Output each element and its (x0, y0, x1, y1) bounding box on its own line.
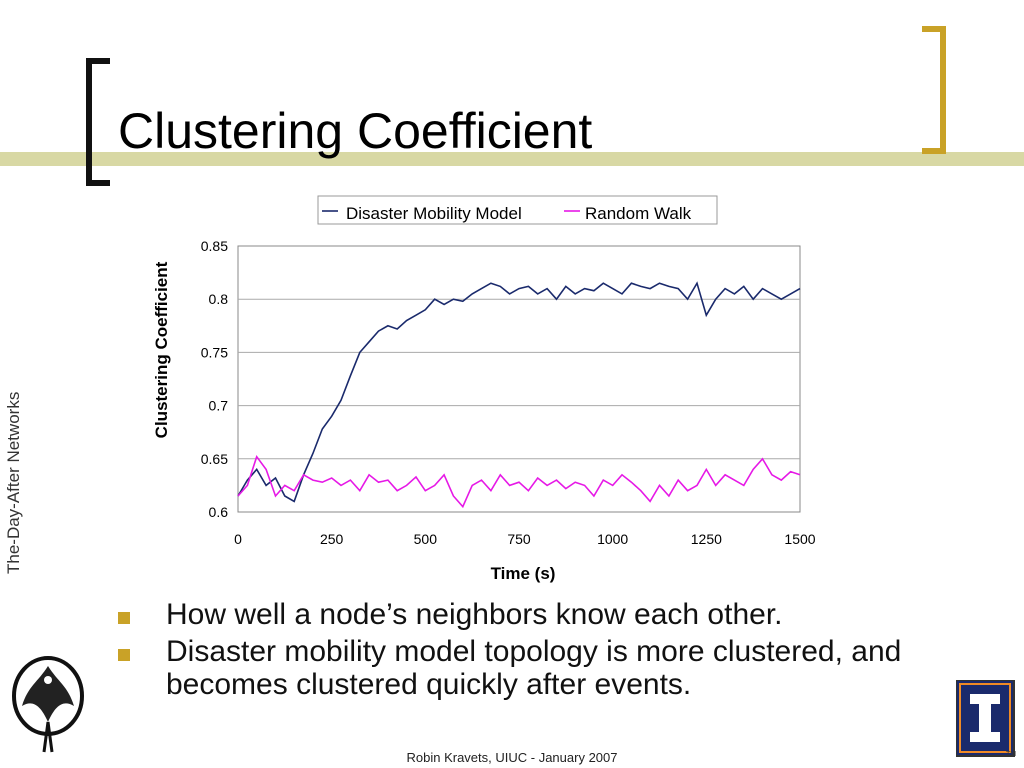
x-tick-label: 250 (320, 531, 344, 547)
series-lines (237, 281, 801, 509)
phoenix-crest-icon (12, 656, 84, 753)
y-tick-label: 0.75 (201, 344, 228, 360)
x-tick-label: 1500 (784, 531, 815, 547)
right-bracket-decoration (922, 26, 946, 154)
bullet-text: How well a node’s neighbors know each ot… (166, 598, 783, 631)
y-tick-label: 0.6 (209, 504, 229, 520)
x-tick-label: 0 (234, 531, 242, 547)
y-tick-label: 0.85 (201, 238, 228, 254)
illinois-block-i-icon: TM (956, 680, 1016, 758)
x-tick-label: 500 (414, 531, 438, 547)
y-tick-label: 0.7 (209, 398, 229, 414)
legend-label-random: Random Walk (585, 204, 692, 223)
x-axis-ticks: 0 250 500 750 1000 1250 1500 (234, 531, 816, 547)
bullet-list: How well a node’s neighbors know each ot… (118, 598, 958, 705)
footer-text: Robin Kravets, UIUC - January 2007 (406, 750, 618, 765)
y-tick-label: 0.8 (209, 291, 229, 307)
series-line-disaster-mobility (237, 281, 801, 503)
left-bracket-decoration (86, 58, 110, 186)
y-axis-ticks: 0.6 0.65 0.7 0.75 0.8 0.85 (201, 238, 228, 520)
slide-title: Clustering Coefficient (118, 103, 593, 159)
bullet-square-icon (118, 649, 130, 661)
bullet-item: Disaster mobility model topology is more… (118, 635, 958, 701)
y-axis-title: Clustering Coefficient (152, 261, 171, 438)
plot-area (237, 245, 801, 513)
series-line-random-walk (237, 454, 801, 509)
x-tick-label: 1250 (691, 531, 722, 547)
bullet-square-icon (118, 612, 130, 624)
bullet-item: How well a node’s neighbors know each ot… (118, 598, 958, 631)
gridlines (238, 298, 800, 460)
legend-label-disaster: Disaster Mobility Model (346, 204, 522, 223)
x-tick-label: 750 (507, 531, 531, 547)
legend-box (317, 195, 718, 225)
x-axis-title: Time (s) (491, 564, 556, 583)
clustering-chart: 0.6 0.65 0.7 0.75 0.8 0.85 0 250 500 750 1000 1250… (152, 195, 816, 583)
bullet-text: Disaster mobility model topology is more… (166, 635, 902, 701)
svg-text:TM: TM (1006, 751, 1016, 758)
y-tick-label: 0.65 (201, 451, 228, 467)
title-band (0, 152, 1024, 166)
x-tick-label: 1000 (597, 531, 628, 547)
